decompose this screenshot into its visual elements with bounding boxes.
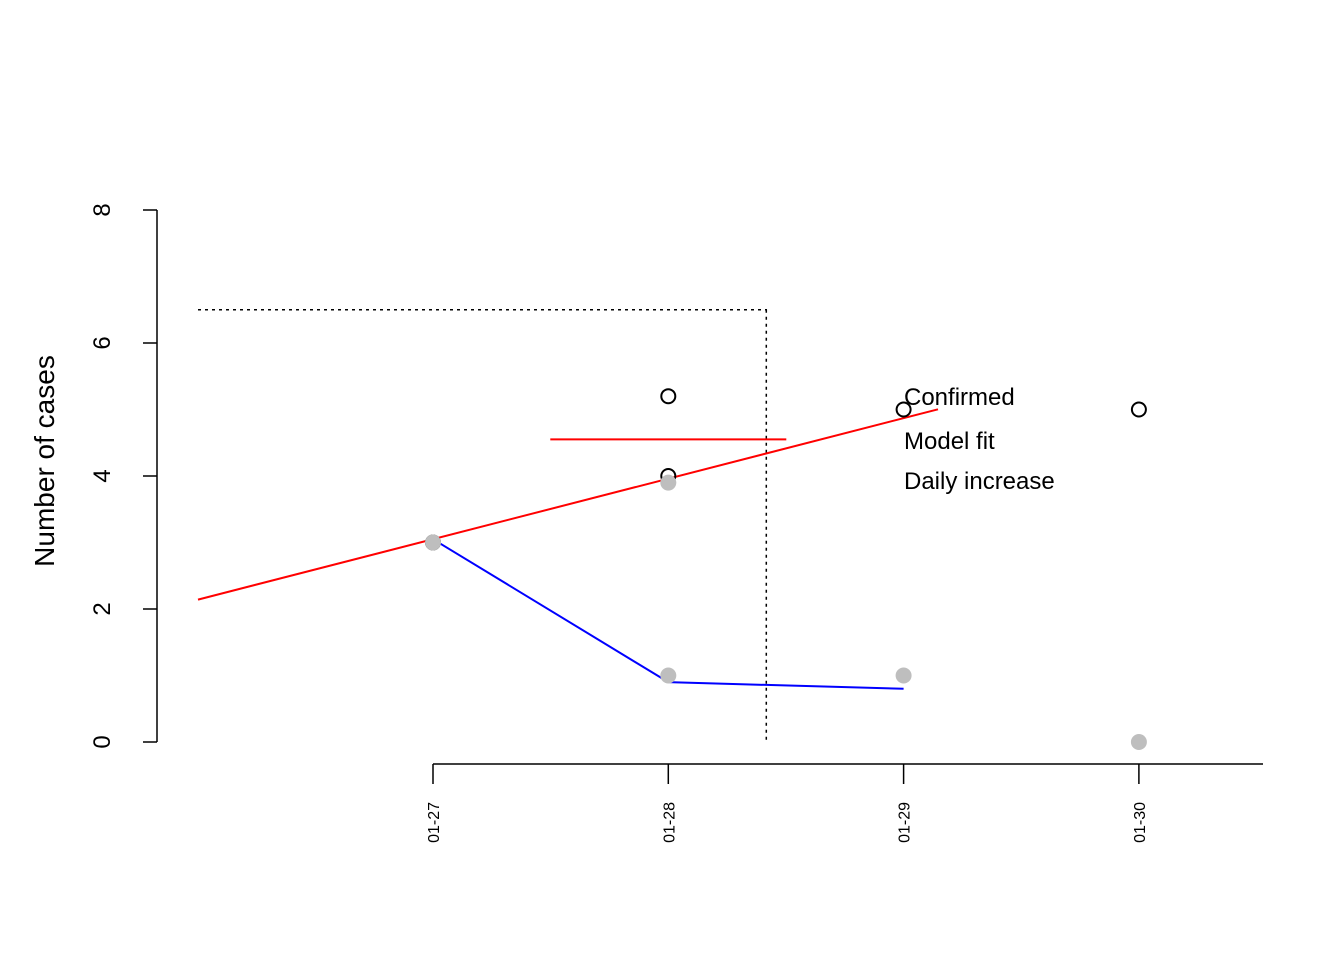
y-tick-label: 4 (89, 469, 116, 482)
confirmed-point (895, 401, 912, 418)
y-ticks: 0 2 4 6 8 (89, 203, 157, 749)
y-tick-label: 0 (89, 735, 116, 748)
reference-lines (198, 309, 787, 742)
series-points (425, 388, 1147, 750)
y-axis-label: Number of cases (29, 355, 60, 567)
legend-entry-confirmed: Confirmed (904, 384, 1015, 411)
x-tick-label: 01-29 (897, 802, 914, 843)
series-lines (197, 408, 939, 690)
x-tick-label: 01-30 (1132, 802, 1149, 843)
x-ticks: 01-27 01-28 01-29 01-30 (426, 764, 1149, 843)
legend-entry-model-fit: Model fit (904, 428, 995, 455)
daily-increase-point (895, 667, 912, 684)
x-tick-label: 01-28 (661, 802, 678, 843)
daily-increase-point (660, 667, 677, 684)
y-tick-label: 6 (89, 336, 116, 349)
blue-trend-line (432, 538, 904, 690)
confirmed-point (660, 388, 677, 405)
legend: Confirmed Model fit Daily increase (904, 384, 1055, 495)
y-tick-label: 8 (89, 203, 116, 216)
model-fit-line (197, 408, 939, 601)
y-tick-label: 2 (89, 602, 116, 615)
daily-increase-point (660, 474, 677, 491)
x-tick-label: 01-27 (426, 802, 443, 843)
daily-increase-point (1130, 734, 1147, 750)
confirmed-point (1130, 401, 1147, 418)
daily-increase-point (425, 534, 441, 551)
legend-entry-daily-increase: Daily increase (904, 468, 1055, 495)
